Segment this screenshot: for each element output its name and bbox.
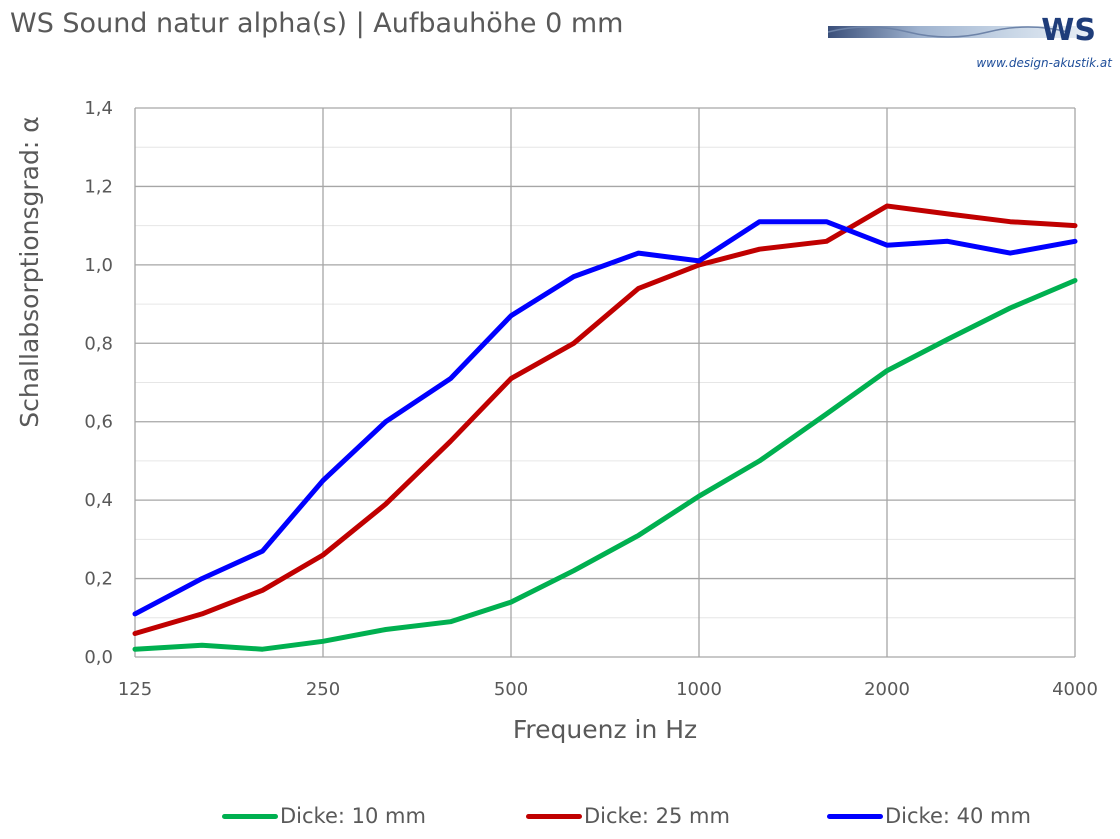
legend-label: Dicke: 10 mm: [280, 804, 426, 828]
y-tick-label: 1,0: [84, 255, 113, 276]
y-tick-label: 0,6: [84, 412, 113, 433]
legend-item-10mm: Dicke: 10 mm: [222, 804, 426, 828]
y-axis-title: Schallabsorptionsgrad: α: [15, 116, 44, 427]
series-line-2: [132, 203, 1078, 636]
x-tick-label: 500: [494, 679, 528, 700]
x-tick-label: 125: [118, 679, 152, 700]
logo-text: WS: [1041, 13, 1096, 48]
legend-label: Dicke: 40 mm: [885, 804, 1031, 828]
legend-item-40mm: Dicke: 40 mm: [827, 804, 1031, 828]
x-tick-label: 250: [306, 679, 340, 700]
gridlines: [134, 107, 1076, 658]
brand-logo: WS www.design-akustik.at: [827, 8, 1120, 70]
y-tick-label: 0,0: [84, 647, 113, 668]
x-axis-title: Frequenz in Hz: [513, 715, 697, 744]
y-tick-label: 1,4: [84, 98, 113, 119]
legend-label: Dicke: 25 mm: [584, 804, 730, 828]
chart-legend: Dicke: 10 mm Dicke: 25 mm Dicke: 40 mm: [0, 804, 1120, 834]
chart-title: WS Sound natur alpha(s) | Aufbauhöhe 0 m…: [10, 8, 624, 39]
x-tick-label: 1000: [676, 679, 722, 700]
x-tick-label: 2000: [864, 679, 910, 700]
series-lines: [132, 203, 1078, 652]
series-line-3: [132, 219, 1078, 617]
series-line-1: [132, 278, 1078, 652]
y-tick-label: 0,4: [84, 490, 113, 511]
chart-area: 0,0 0,2 0,4 0,6 0,8 1,0 1,2 1,4 125 250 500 1000 20…: [15, 98, 1098, 744]
logo-graphic: WS: [827, 13, 1096, 48]
x-tick-label: 4000: [1052, 679, 1098, 700]
legend-swatch: [222, 813, 278, 819]
logo-url: www.design-akustik.at: [976, 56, 1112, 70]
y-tick-label: 0,2: [84, 569, 113, 590]
y-tick-label: 1,2: [84, 176, 113, 197]
y-tick-label: 0,8: [84, 333, 113, 354]
x-axis-ticks: 125 250 500 1000 2000 4000: [118, 679, 1098, 700]
legend-item-25mm: Dicke: 25 mm: [526, 804, 730, 828]
legend-swatch: [827, 813, 883, 819]
legend-swatch: [526, 813, 582, 819]
y-axis-ticks: 0,0 0,2 0,4 0,6 0,8 1,0 1,2 1,4: [84, 98, 113, 668]
